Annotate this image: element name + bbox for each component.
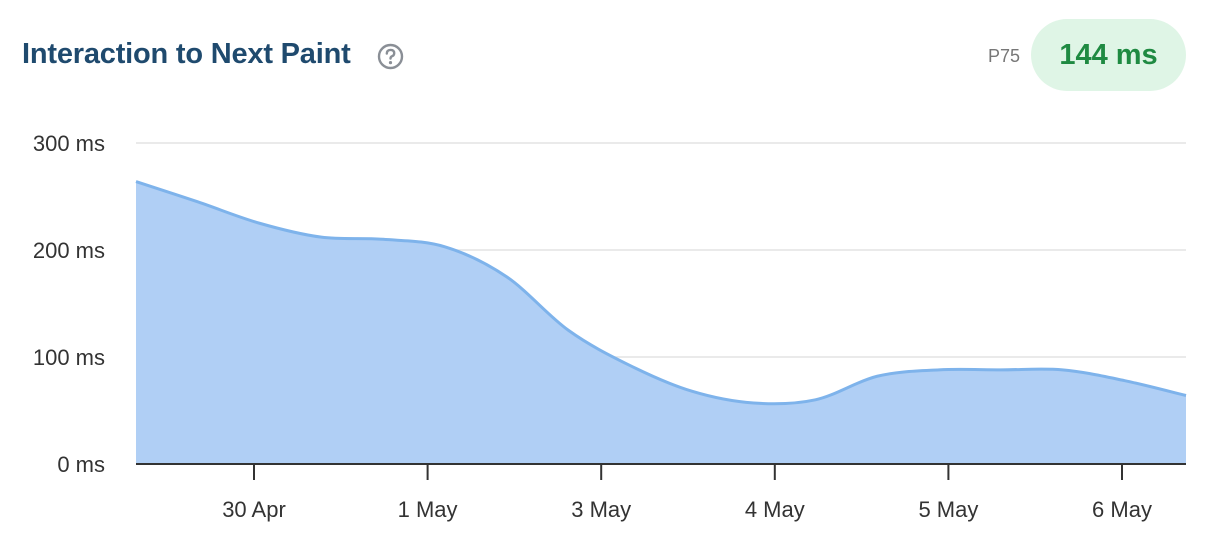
y-tick-label: 0 ms [57,452,105,477]
y-tick-label: 300 ms [33,131,105,156]
p75-value: 144 ms [1059,38,1158,71]
y-axis-labels: 0 ms 100 ms 200 ms 300 ms [33,131,105,477]
y-tick-label: 100 ms [33,345,105,370]
x-tick-label: 4 May [745,497,805,522]
p75-value-badge: 144 ms [1031,19,1186,91]
area-fill [136,181,1186,464]
x-axis-ticks [253,464,1123,480]
y-tick-label: 200 ms [33,238,105,263]
x-tick-label: 6 May [1092,497,1152,522]
x-tick-label: 5 May [918,497,978,522]
chart-title: Interaction to Next Paint [22,38,351,70]
x-tick-label: 30 Apr [222,497,286,522]
p75-label: P75 [988,46,1021,66]
area-line [135,180,1187,406]
x-axis-labels: 30 Apr 1 May 3 May 4 May 5 May 6 May [222,497,1152,522]
help-circle-icon[interactable] [377,43,404,70]
x-tick-label: 3 May [571,497,631,522]
inp-area-chart: 0 ms 100 ms 200 ms 300 ms 30 Apr 1 May 3 May 4… [33,131,1187,522]
chart-header: Interaction to Next Paint P75 144 ms [0,0,1210,110]
x-tick-label: 1 May [398,497,458,522]
